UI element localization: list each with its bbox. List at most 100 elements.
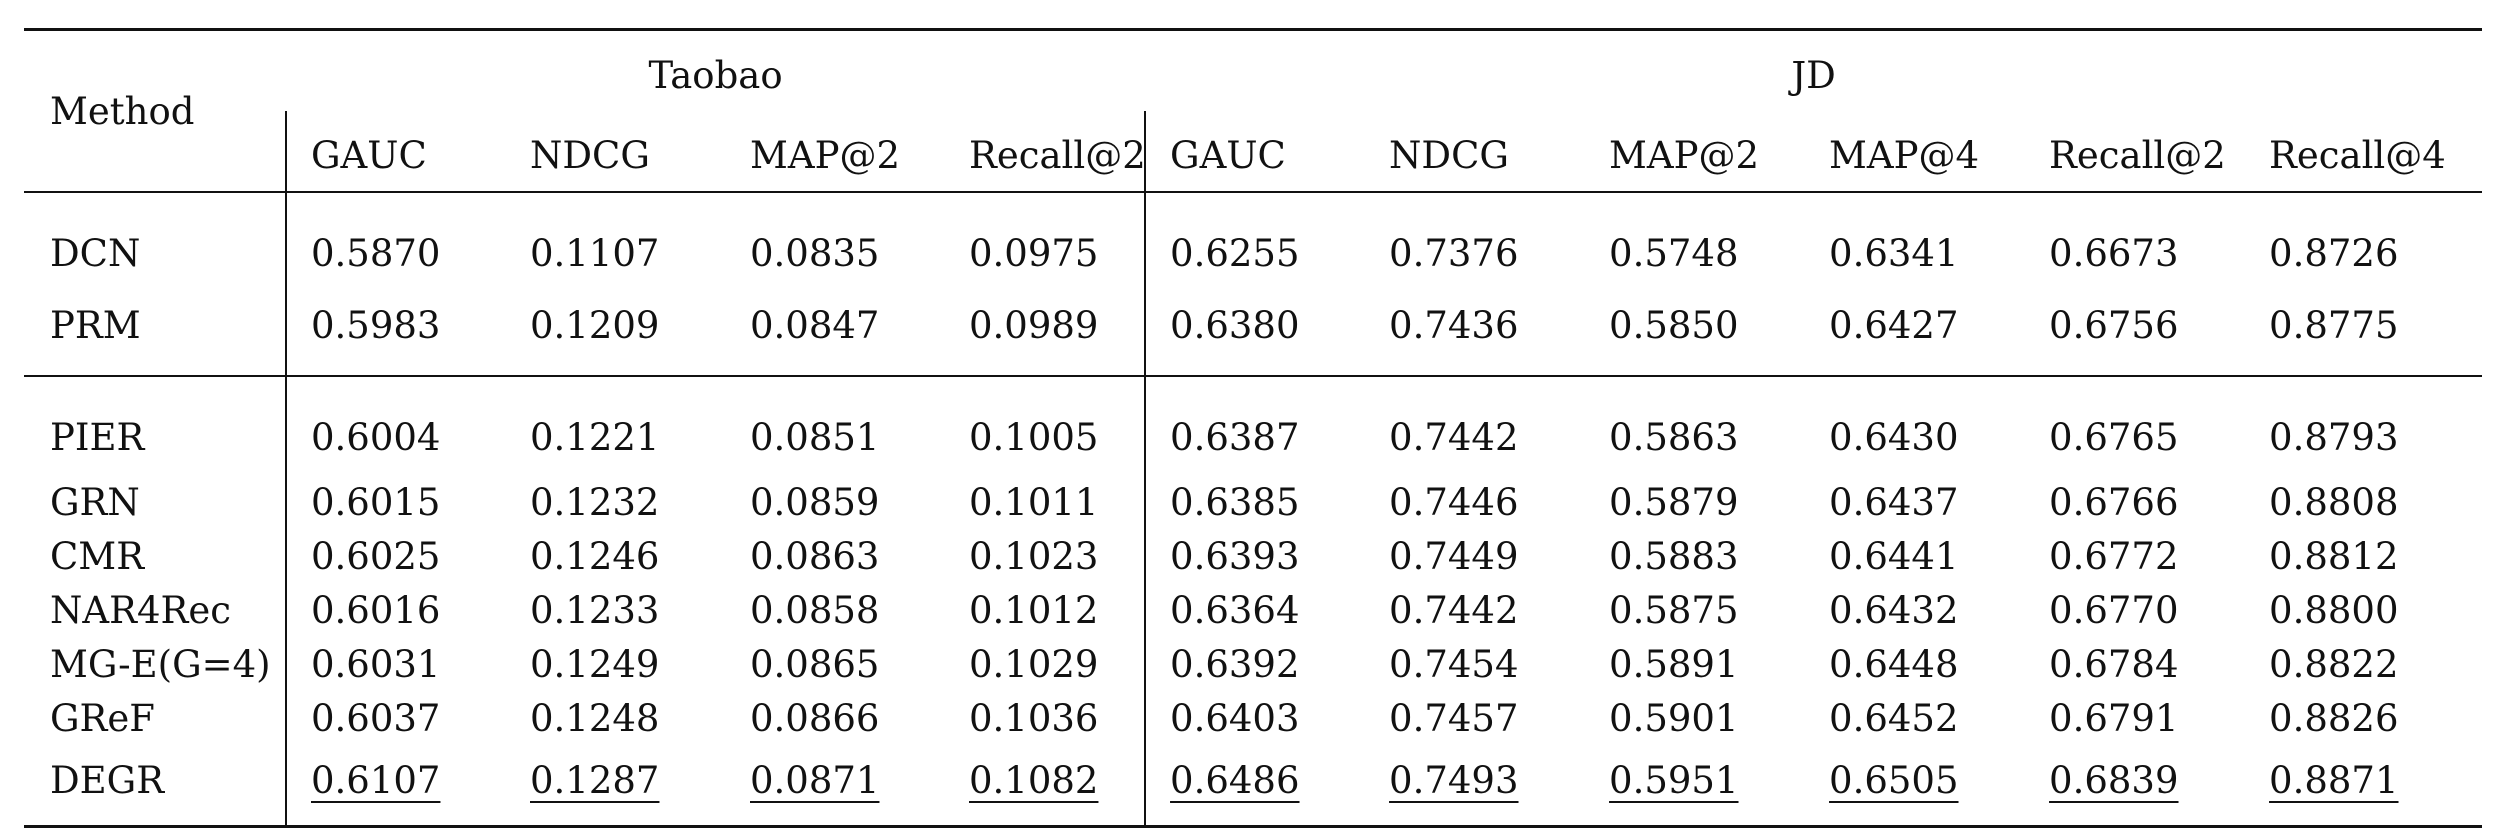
jd-group-header: JD xyxy=(1145,28,2483,111)
metric-header: NDCG xyxy=(530,133,650,177)
metric-value-text: 0.8793 xyxy=(2269,415,2399,459)
metric-value: 0.5879 xyxy=(1585,475,1805,529)
method-name: DEGR xyxy=(24,745,286,828)
table-row: DCN 0.5870 0.1107 0.0835 0.0975 0.6255 0.7376 0… xyxy=(24,191,2483,291)
metric-value-text: 0.6427 xyxy=(1829,303,1959,347)
metric-value: 0.7442 xyxy=(1365,375,1586,475)
metric-value-text: 0.0835 xyxy=(750,231,880,275)
metric-value: 0.5983 xyxy=(285,291,506,376)
metric-value: 0.6437 xyxy=(1805,475,2025,529)
metric-value: 0.7442 xyxy=(1365,583,1585,637)
metric-value: 0.5875 xyxy=(1585,583,1805,637)
metric-value: 0.0989 xyxy=(945,291,1145,376)
header-group-row: Method Taobao JD xyxy=(24,28,2483,192)
metric-value: 0.0858 xyxy=(726,583,945,637)
method-name: PIER xyxy=(24,375,286,475)
metric-value: 0.5748 xyxy=(1585,191,1806,291)
metric-value-text: 0.5875 xyxy=(1609,588,1739,632)
metric-value: 0.5891 xyxy=(1585,637,1805,691)
metric-value: 0.6341 xyxy=(1805,191,2026,291)
metric-value-text: 0.8726 xyxy=(2269,231,2399,275)
metric-value: 0.6025 xyxy=(285,529,506,583)
metric-value: 0.1248 xyxy=(506,691,726,745)
metric-value: 0.5850 xyxy=(1585,291,1805,376)
metric-value-text: 0.6392 xyxy=(1170,642,1300,686)
metric-value: 0.7436 xyxy=(1365,291,1585,376)
metric-value: 0.6427 xyxy=(1805,291,2025,376)
metric-value: 0.7457 xyxy=(1365,691,1585,745)
metric-value: 0.1209 xyxy=(506,291,726,376)
metric-value: 0.8726 xyxy=(2245,191,2483,291)
metric-value: 0.6403 xyxy=(1144,691,1366,745)
metric-value: 0.6031 xyxy=(285,637,506,691)
metric-value-text: 0.1248 xyxy=(530,696,660,740)
metric-value-text: 0.1249 xyxy=(530,642,660,686)
metric-value: 0.6770 xyxy=(2025,583,2245,637)
metric-value-text: 0.0847 xyxy=(750,303,880,347)
metric-value-text: 0.6432 xyxy=(1829,588,1959,632)
metric-value-text: 0.6441 xyxy=(1829,534,1959,578)
table-row: DEGR 0.6107 0.1287 0.0871 0.1082 0.6486 0.7493… xyxy=(24,745,2483,828)
metric-value: 0.6392 xyxy=(1144,637,1366,691)
metric-value-text: 0.0863 xyxy=(750,534,880,578)
metric-value-text: 0.5879 xyxy=(1609,480,1739,524)
metric-value: 0.6452 xyxy=(1805,691,2025,745)
metric-value-text: 0.1221 xyxy=(530,415,660,459)
metric-value-text: 0.5850 xyxy=(1609,303,1739,347)
metric-value-text: 0.5983 xyxy=(311,303,441,347)
metric-value-text: 0.5951 xyxy=(1609,758,1739,802)
metric-value-text: 0.6756 xyxy=(2049,303,2179,347)
metric-value-text: 0.7449 xyxy=(1389,534,1519,578)
metric-header: Recall@2 xyxy=(2049,133,2226,177)
metric-value-text: 0.0866 xyxy=(750,696,880,740)
metric-value-text: 0.7376 xyxy=(1389,231,1519,275)
metric-value: 0.6393 xyxy=(1144,529,1366,583)
metric-value: 0.1011 xyxy=(945,475,1145,529)
metric-value-text: 0.6364 xyxy=(1170,588,1300,632)
metric-value: 0.5951 xyxy=(1585,745,1806,828)
metric-value: 0.6505 xyxy=(1805,745,2026,828)
metric-value-text: 0.1012 xyxy=(969,588,1099,632)
results-table: Method Taobao JD GAUC NDCG MAP@2 Recall@… xyxy=(24,28,2483,828)
metric-value-text: 0.1029 xyxy=(969,642,1099,686)
metric-value: 0.0851 xyxy=(726,375,945,475)
metric-value-text: 0.5891 xyxy=(1609,642,1739,686)
metric-value: 0.5863 xyxy=(1585,375,1806,475)
metric-value: 0.0865 xyxy=(726,637,945,691)
metric-value-text: 0.6255 xyxy=(1170,231,1300,275)
table-row: MG-E(G=4) 0.6031 0.1249 0.0865 0.1029 0.6392 0… xyxy=(24,637,2482,691)
method-name: NAR4Rec xyxy=(50,588,231,632)
metric-value: 0.5870 xyxy=(285,191,506,291)
metric-value: 0.8775 xyxy=(2245,291,2482,376)
metric-value-text: 0.7457 xyxy=(1389,696,1519,740)
table-row: NAR4Rec 0.6016 0.1233 0.0858 0.1012 0.6364 0.7… xyxy=(24,583,2482,637)
table-row: GRN 0.6015 0.1232 0.0859 0.1011 0.6385 0.7446 0… xyxy=(24,475,2482,529)
metric-value-text: 0.6015 xyxy=(311,480,441,524)
metric-header: MAP@2 xyxy=(1609,133,1760,177)
metric-value-text: 0.5863 xyxy=(1609,415,1739,459)
metric-header: MAP@4 xyxy=(1829,133,1980,177)
metric-value: 0.6432 xyxy=(1805,583,2025,637)
metric-value-text: 0.6430 xyxy=(1829,415,1959,459)
metric-value: 0.6387 xyxy=(1144,375,1366,475)
metric-value-text: 0.1246 xyxy=(530,534,660,578)
metric-value-text: 0.0871 xyxy=(750,758,880,802)
metric-value: 0.6004 xyxy=(285,375,506,475)
metric-value-text: 0.7436 xyxy=(1389,303,1519,347)
method-name: PRM xyxy=(50,303,141,347)
metric-value: 0.8812 xyxy=(2245,529,2482,583)
metric-value: 0.8822 xyxy=(2245,637,2482,691)
metric-value: 0.1012 xyxy=(945,583,1145,637)
metric-value: 0.1107 xyxy=(506,191,726,291)
metric-value-text: 0.0858 xyxy=(750,588,880,632)
metric-value-text: 0.1233 xyxy=(530,588,660,632)
metric-value: 0.1233 xyxy=(506,583,726,637)
table-row: GReF 0.6037 0.1248 0.0866 0.1036 0.6403 0.7457… xyxy=(24,691,2482,745)
metric-value: 0.6839 xyxy=(2025,745,2246,828)
metric-value: 0.1082 xyxy=(945,745,1146,828)
metric-header: MAP@2 xyxy=(750,133,901,177)
method-name: GReF xyxy=(50,696,155,740)
method-name: DCN xyxy=(24,191,286,291)
metric-value-text: 0.5748 xyxy=(1609,231,1739,275)
method-name: GRN xyxy=(50,480,140,524)
